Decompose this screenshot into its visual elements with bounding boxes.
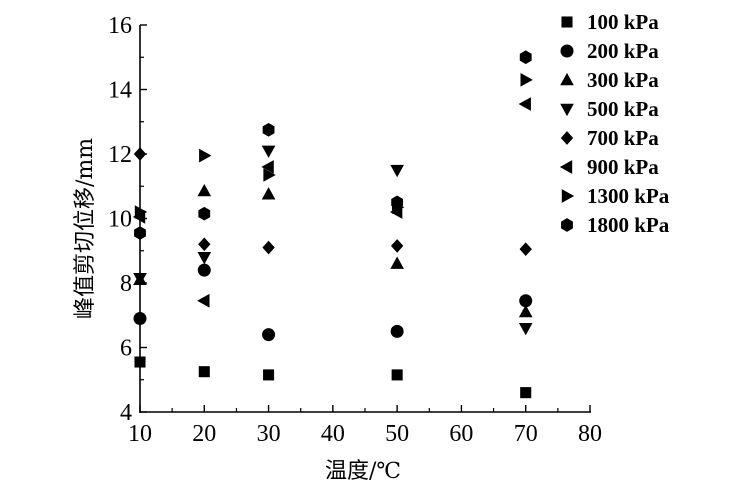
data-point xyxy=(133,147,147,161)
data-point xyxy=(134,226,146,240)
data-point xyxy=(519,242,532,256)
data-point xyxy=(390,239,404,253)
data-point xyxy=(133,311,147,325)
x-tick-label: 50 xyxy=(385,421,409,447)
legend-entry-label: 200 kPa xyxy=(587,39,659,63)
y-tick-label: 6 xyxy=(120,336,132,362)
y-tick-label: 12 xyxy=(108,142,132,168)
data-point xyxy=(261,187,276,200)
data-point xyxy=(518,322,533,336)
data-point xyxy=(390,256,404,269)
legend-entry-label: 1800 kPa xyxy=(587,213,670,237)
data-point xyxy=(199,148,212,163)
data-point xyxy=(262,240,275,255)
legend-marker xyxy=(561,189,575,203)
legend: 100 kPa 200 kPa 300 kPa 500 kPa 700 kPa 900 k… xyxy=(559,10,670,237)
data-point xyxy=(390,324,404,338)
x-tick-label: 20 xyxy=(192,421,216,447)
data-point xyxy=(263,168,276,182)
data-point xyxy=(520,387,532,399)
data-point xyxy=(391,369,403,381)
x-axis-label: 温度/℃ xyxy=(325,459,401,484)
data-point xyxy=(134,205,148,219)
legend-marker xyxy=(560,131,574,145)
y-tick-label: 14 xyxy=(108,78,132,104)
legend-marker xyxy=(561,16,573,28)
data-point xyxy=(391,195,404,210)
data-point xyxy=(261,145,276,158)
data-point xyxy=(197,252,212,265)
y-tick-label: 10 xyxy=(108,207,132,233)
data-point xyxy=(519,294,533,308)
legend-marker xyxy=(561,218,573,232)
x-tick-label: 70 xyxy=(514,421,538,447)
data-point xyxy=(520,73,533,87)
data-point xyxy=(518,97,531,111)
data-points xyxy=(132,50,533,399)
legend-entry-label: 100 kPa xyxy=(587,10,659,34)
tick-labels: 10 20 30 40 50 60 70 80 4 6 8 10 12 14 16 xyxy=(108,13,602,447)
y-tick-label: 16 xyxy=(108,13,132,39)
data-point xyxy=(390,164,404,178)
data-point xyxy=(518,304,533,318)
x-tick-label: 10 xyxy=(128,421,152,447)
y-tick-label: 4 xyxy=(120,400,132,426)
data-point xyxy=(261,160,274,174)
x-tick-label: 80 xyxy=(578,421,602,447)
data-point xyxy=(262,122,275,137)
data-point xyxy=(197,293,210,308)
data-point xyxy=(198,366,210,378)
legend-entry-label: 300 kPa xyxy=(587,68,659,92)
data-point xyxy=(263,369,275,381)
axes xyxy=(139,24,591,413)
legend-marker xyxy=(560,44,574,58)
legend-entry-label: 1300 kPa xyxy=(587,184,670,208)
legend-entry-label: 900 kPa xyxy=(587,155,659,179)
x-tick-label: 40 xyxy=(321,421,345,447)
y-axis-label: 峰值剪切位移/mm xyxy=(73,138,98,319)
data-point xyxy=(198,237,211,252)
legend-marker xyxy=(560,103,574,117)
x-tick-label: 60 xyxy=(449,421,473,447)
x-tick-label: 30 xyxy=(257,421,281,447)
data-point xyxy=(519,50,532,65)
legend-marker xyxy=(560,72,574,86)
data-point xyxy=(262,328,276,342)
legend-entry-label: 500 kPa xyxy=(587,97,659,121)
data-point xyxy=(134,356,146,368)
data-point xyxy=(197,183,212,197)
legend-marker xyxy=(559,160,573,174)
data-point xyxy=(198,206,211,221)
y-tick-label: 8 xyxy=(120,271,132,297)
legend-entry-label: 700 kPa xyxy=(587,126,659,150)
data-point xyxy=(133,272,147,286)
data-point xyxy=(197,263,211,277)
